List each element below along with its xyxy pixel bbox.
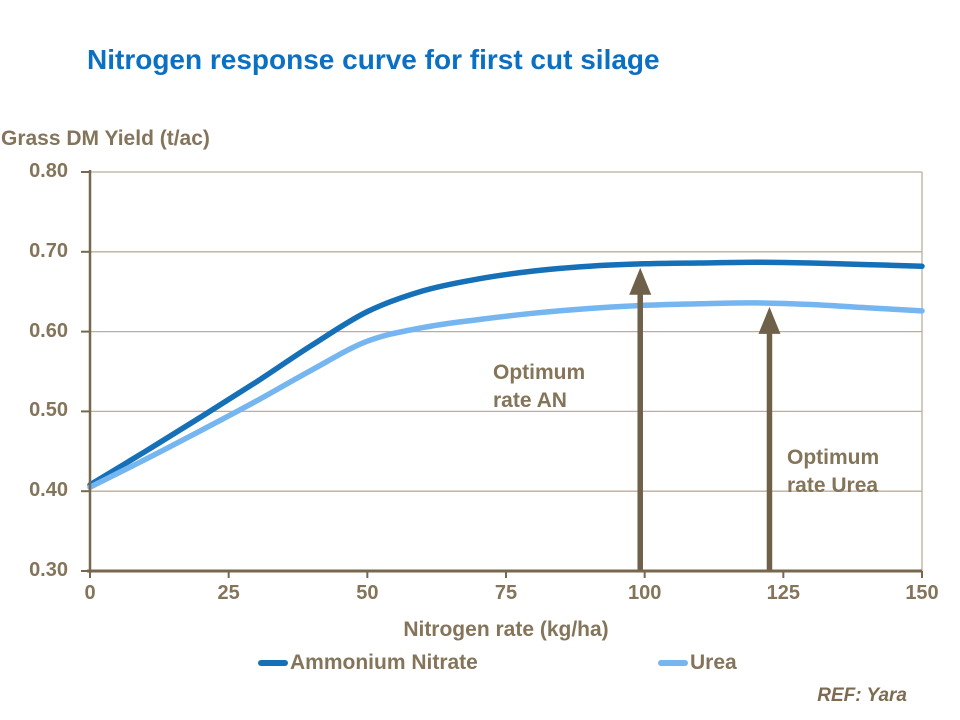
series-line-urea [87,300,925,490]
annotation-line: Optimum [493,361,586,384]
legend-label: Urea [690,651,737,674]
y-tick-label: 0.70 [29,239,68,262]
annotation-optimum-rate-urea: Optimum rate Urea [787,444,879,500]
series-line-ammonium-nitrate [87,259,925,488]
y-tick-label: 0.40 [29,479,68,502]
y-tick-label: 0.80 [29,160,68,182]
annotation-line: Optimum [787,446,880,469]
annotation-line: rate Urea [787,474,879,497]
chart-title: Nitrogen response curve for first cut si… [87,44,660,75]
legend-item-ammonium-nitrate: Ammonium Nitrate [258,651,478,675]
x-tick-label: 100 [627,582,662,604]
x-tick-label: 125 [766,582,801,604]
x-tick-label: 50 [356,582,379,604]
y-axis-title: Grass DM Yield (t/ac) [1,127,210,150]
x-tick-label: 150 [905,582,939,604]
x-tick-label: 25 [217,582,240,604]
chart-legend: Ammonium Nitrate Urea [0,651,960,681]
optimum-arrow-head [758,306,781,334]
y-tick-label: 0.30 [29,559,68,581]
x-tick-label: 75 [494,582,518,604]
x-axis-title: Nitrogen rate (kg/ha) [403,618,609,641]
annotation-optimum-rate-an: Optimum rate AN [493,359,585,415]
reference-note: REF: Yara [817,685,907,706]
optimum-arrow-head [629,267,652,295]
y-tick-label: 0.50 [29,399,68,422]
legend-swatch-urea [658,660,688,666]
x-tick-label: 0 [84,582,96,604]
annotation-line: rate AN [493,389,567,412]
legend-label: Ammonium Nitrate [290,651,478,674]
y-tick-label: 0.60 [29,319,68,342]
legend-swatch-ammonium-nitrate [258,660,288,666]
legend-item-urea: Urea [658,651,737,675]
